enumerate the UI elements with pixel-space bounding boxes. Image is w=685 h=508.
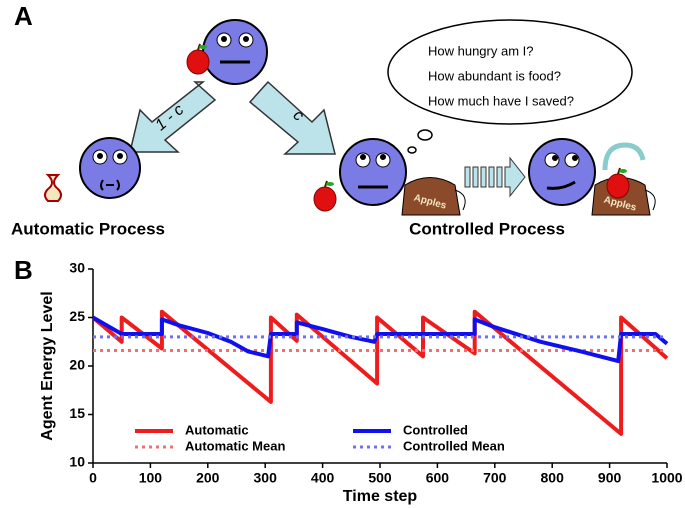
apple-core	[44, 174, 62, 202]
x-tick-label: 200	[196, 470, 220, 486]
thought-text: How abundant is food?	[428, 68, 561, 83]
arrow	[248, 80, 336, 155]
caption: Controlled Process	[409, 219, 565, 238]
progress-arrow	[464, 156, 526, 198]
y-tick-label: 20	[69, 357, 85, 373]
face	[528, 138, 596, 206]
y-tick-label: 30	[69, 260, 85, 276]
x-axis-title: Time step	[343, 488, 418, 505]
x-tick-label: 0	[89, 470, 97, 486]
x-tick-label: 600	[426, 470, 450, 486]
legend-label: Automatic Mean	[185, 438, 285, 453]
face	[202, 19, 268, 85]
apple-icon	[313, 180, 337, 212]
x-tick-label: 1000	[651, 470, 682, 486]
y-tick-label: 25	[69, 308, 85, 324]
legend-label: Automatic	[185, 422, 249, 437]
x-tick-label: 400	[311, 470, 335, 486]
face	[339, 138, 407, 206]
bag	[401, 177, 466, 216]
y-axis-title: Agent Energy Level	[39, 291, 56, 440]
x-tick-label: 900	[598, 470, 622, 486]
x-tick-label: 700	[483, 470, 507, 486]
series-line	[91, 309, 669, 436]
thought-text: How hungry am I?	[428, 43, 534, 58]
curved-arrow	[602, 142, 646, 171]
legend-label: Controlled Mean	[403, 438, 505, 453]
x-tick-label: 100	[139, 470, 163, 486]
thought-cloud	[387, 19, 633, 154]
caption: Automatic Process	[11, 219, 165, 238]
apple-icon	[606, 167, 630, 199]
x-tick-label: 300	[254, 470, 278, 486]
panel-label: A	[14, 1, 33, 31]
face	[79, 137, 141, 199]
y-tick-label: 15	[69, 405, 85, 421]
y-tick-label: 10	[69, 454, 85, 470]
panel-label: B	[14, 255, 33, 285]
legend-label: Controlled	[403, 422, 468, 437]
x-tick-label: 500	[368, 470, 392, 486]
thought-text: How much have I saved?	[428, 93, 574, 108]
series-line	[92, 315, 669, 364]
x-tick-label: 800	[541, 470, 565, 486]
